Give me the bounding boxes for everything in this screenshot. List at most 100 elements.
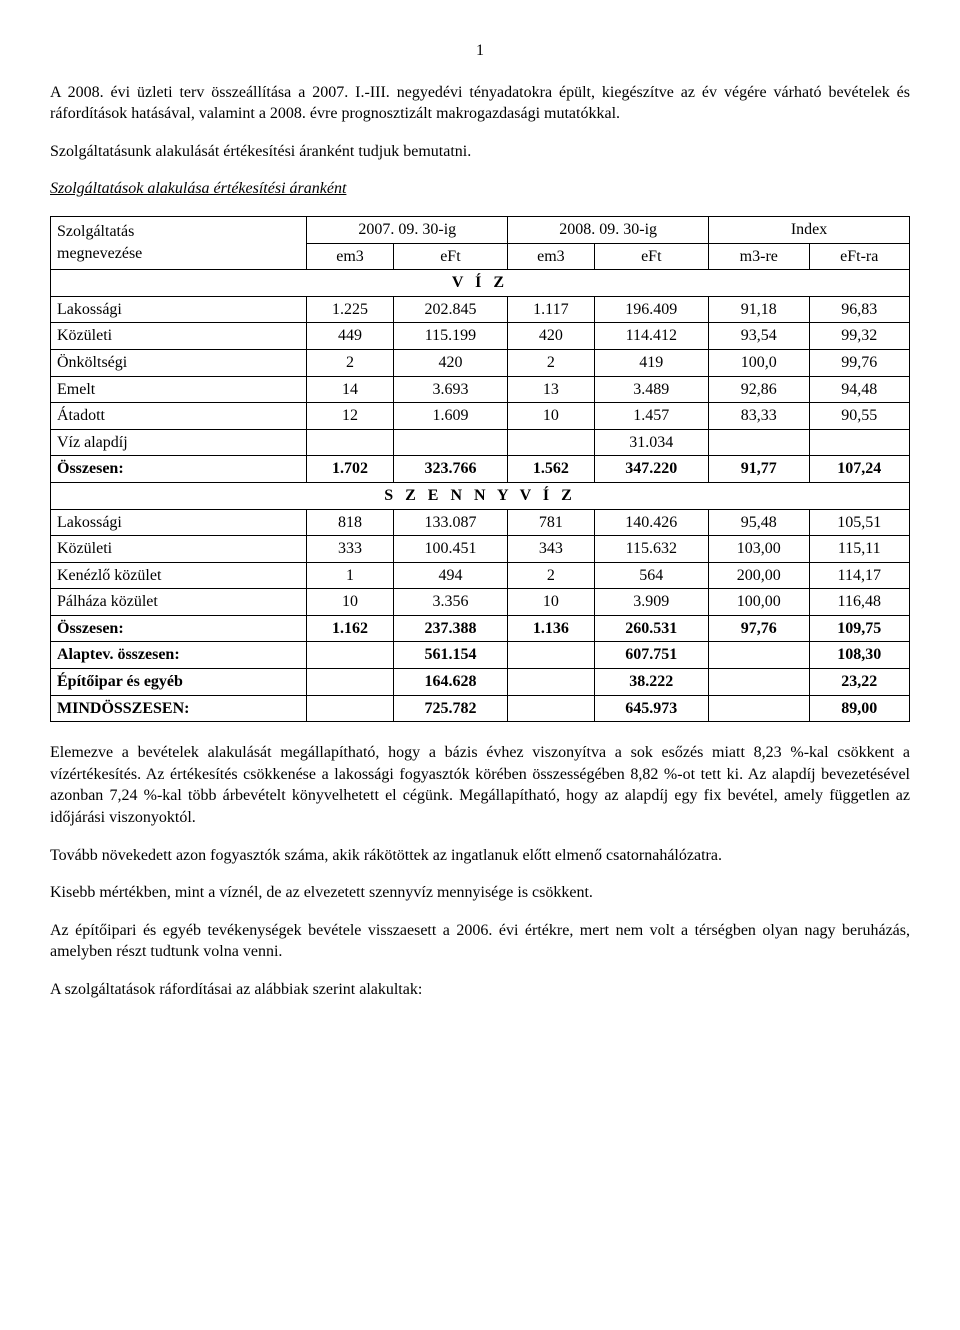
header-sub-eft-1: eFt [393, 243, 508, 270]
table-cell: 1.225 [307, 296, 393, 323]
table-cell: 1.457 [594, 403, 709, 430]
header-service-name-l1: Szolgáltatás [57, 223, 134, 240]
paragraph-analysis-1: Elemezve a bevételek alakulását megállap… [50, 742, 910, 828]
table-cell: 92,86 [709, 376, 809, 403]
paragraph-intro: A 2008. évi üzleti terv összeállítása a … [50, 82, 910, 125]
header-service-name: Szolgáltatás megnevezése [51, 216, 307, 269]
table-row: Pálháza közület103.356103.909100,00116,4… [51, 589, 910, 616]
table-cell: 607.751 [594, 642, 709, 669]
table-row: Lakossági1.225202.8451.117196.40991,1896… [51, 296, 910, 323]
table-cell: Lakossági [51, 296, 307, 323]
table-row: Átadott121.609101.45783,3390,55 [51, 403, 910, 430]
header-sub-eft-2: eFt [594, 243, 709, 270]
table-cell: 109,75 [809, 615, 910, 642]
table-cell: 164.628 [393, 669, 508, 696]
header-sub-eftra: eFt-ra [809, 243, 910, 270]
table-cell: 13 [508, 376, 594, 403]
section-viz-label: V Í Z [51, 270, 910, 297]
table-cell: 115.632 [594, 536, 709, 563]
table-row: Összesen:1.702323.7661.562347.22091,7710… [51, 456, 910, 483]
table-cell: 202.845 [393, 296, 508, 323]
table-row: Közületi333100.451343115.632103,00115,11 [51, 536, 910, 563]
table-cell: 99,76 [809, 349, 910, 376]
table-cell: 494 [393, 562, 508, 589]
table-cell [709, 429, 809, 456]
table-cell: 95,48 [709, 509, 809, 536]
table-cell: Önköltségi [51, 349, 307, 376]
header-period-2: 2008. 09. 30-ig [508, 216, 709, 243]
table-cell: Építőipar és egyéb [51, 669, 307, 696]
header-sub-em3-2: em3 [508, 243, 594, 270]
table-cell: 1.162 [307, 615, 393, 642]
table-cell: 781 [508, 509, 594, 536]
table-cell [307, 695, 393, 722]
table-cell: 200,00 [709, 562, 809, 589]
table-cell: 12 [307, 403, 393, 430]
table-cell: 2 [508, 349, 594, 376]
table-cell: 645.973 [594, 695, 709, 722]
table-cell: Összesen: [51, 615, 307, 642]
section-szennyviz-label: S Z E N N Y V Í Z [51, 482, 910, 509]
table-cell [508, 429, 594, 456]
table-cell: 1 [307, 562, 393, 589]
table-cell [307, 429, 393, 456]
table-cell: 14 [307, 376, 393, 403]
table-cell: 1.609 [393, 403, 508, 430]
services-table: Szolgáltatás megnevezése 2007. 09. 30-ig… [50, 216, 910, 722]
table-row: Összesen:1.162237.3881.136260.53197,7610… [51, 615, 910, 642]
table-cell: 23,22 [809, 669, 910, 696]
table-cell: 237.388 [393, 615, 508, 642]
paragraph-methodology: Szolgáltatásunk alakulását értékesítési … [50, 141, 910, 163]
table-cell: 133.087 [393, 509, 508, 536]
table-cell: 1.136 [508, 615, 594, 642]
table-cell: 103,00 [709, 536, 809, 563]
table-cell: 420 [508, 323, 594, 350]
table-title: Szolgáltatások alakulása értékesítési ár… [50, 178, 910, 200]
table-row: Közületi449115.199420114.41293,5499,32 [51, 323, 910, 350]
table-cell: 99,32 [809, 323, 910, 350]
table-cell [709, 669, 809, 696]
table-cell: 561.154 [393, 642, 508, 669]
table-row: MINDÖSSZESEN:725.782645.97389,00 [51, 695, 910, 722]
table-cell: 2 [307, 349, 393, 376]
paragraph-analysis-4: Az építőipari és egyéb tevékenységek bev… [50, 920, 910, 963]
table-cell: Közületi [51, 536, 307, 563]
table-cell: 3.489 [594, 376, 709, 403]
table-cell: 323.766 [393, 456, 508, 483]
table-cell [709, 642, 809, 669]
table-cell: 1.562 [508, 456, 594, 483]
table-cell [508, 695, 594, 722]
table-cell: Közületi [51, 323, 307, 350]
table-cell: 333 [307, 536, 393, 563]
header-index: Index [709, 216, 910, 243]
table-cell: 10 [508, 403, 594, 430]
table-row: Kenézlő közület14942564200,00114,17 [51, 562, 910, 589]
table-cell: 114,17 [809, 562, 910, 589]
section-szennyviz: S Z E N N Y V Í Z [51, 482, 910, 509]
table-cell: 3.693 [393, 376, 508, 403]
table-header-row-1: Szolgáltatás megnevezése 2007. 09. 30-ig… [51, 216, 910, 243]
table-cell: 115.199 [393, 323, 508, 350]
page-number: 1 [50, 40, 910, 62]
table-cell: 3.356 [393, 589, 508, 616]
table-cell: 116,48 [809, 589, 910, 616]
table-cell: Összesen: [51, 456, 307, 483]
table-cell: 100.451 [393, 536, 508, 563]
table-cell: 31.034 [594, 429, 709, 456]
table-cell: 114.412 [594, 323, 709, 350]
table-row: Víz alapdíj 31.034 [51, 429, 910, 456]
header-service-name-l2: megnevezése [57, 245, 142, 262]
table-cell [709, 695, 809, 722]
table-cell: 96,83 [809, 296, 910, 323]
table-cell: 260.531 [594, 615, 709, 642]
table-cell: 343 [508, 536, 594, 563]
table-cell: Pálháza közület [51, 589, 307, 616]
table-row: Építőipar és egyéb 164.628 38.222 23,22 [51, 669, 910, 696]
table-cell: 449 [307, 323, 393, 350]
table-cell [307, 669, 393, 696]
table-cell: Víz alapdíj [51, 429, 307, 456]
table-cell: 38.222 [594, 669, 709, 696]
table-cell: 91,18 [709, 296, 809, 323]
paragraph-closing: A szolgáltatások ráfordításai az alábbia… [50, 979, 910, 1001]
table-row: Alaptev. összesen:561.154607.751108,30 [51, 642, 910, 669]
